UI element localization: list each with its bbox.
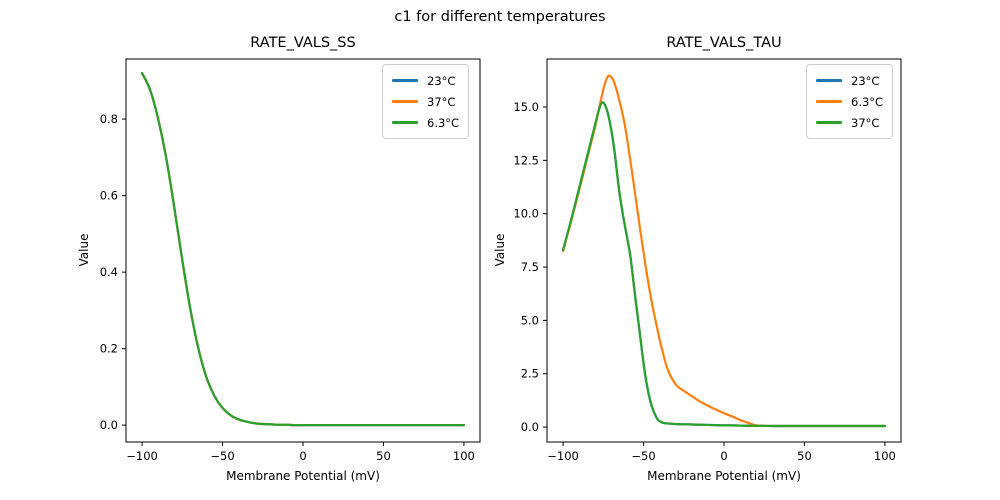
y-tick-label: 12.5 <box>513 153 539 167</box>
x-axis-label-ss: Membrane Potential (mV) <box>226 469 380 483</box>
legend-label: 37°C <box>427 94 456 109</box>
legend-line-swatch <box>816 100 842 103</box>
legend-ss: 23°C 37°C 6.3°C <box>382 64 470 139</box>
y-axis-label-tau: Value <box>493 233 507 267</box>
y-tick-label: 0.4 <box>100 265 118 279</box>
x-tick-label: −100 <box>547 449 579 463</box>
legend-line-swatch <box>392 100 418 103</box>
legend-label: 6.3°C <box>851 94 884 109</box>
x-tick-label: 50 <box>797 449 812 463</box>
x-tick-label: −50 <box>631 449 655 463</box>
y-tick-label: 0.0 <box>100 418 118 432</box>
legend-label: 6.3°C <box>427 115 460 130</box>
legend-item: 37°C <box>816 112 883 133</box>
y-tick-label: 0.6 <box>100 189 118 203</box>
y-tick-label: 2.5 <box>521 367 539 381</box>
x-tick-label: 100 <box>453 449 475 463</box>
y-tick-label: 7.5 <box>521 260 539 274</box>
y-tick-label: 0.2 <box>100 342 118 356</box>
series-line-6.3°C <box>140 72 466 427</box>
y-tick-label: 15.0 <box>513 100 539 114</box>
subplot-title-tau: RATE_VALS_TAU <box>666 35 782 51</box>
x-tick-label: 50 <box>376 449 391 463</box>
y-tick-label: 0.8 <box>100 112 118 126</box>
legend-tau: 23°C 6.3°C 37°C <box>806 64 894 139</box>
legend-item: 6.3°C <box>816 91 883 112</box>
x-axis-label-tau: Membrane Potential (mV) <box>647 469 801 483</box>
subplot-title-ss: RATE_VALS_SS <box>250 35 356 51</box>
legend-line-swatch <box>816 121 842 124</box>
series-line-37°C <box>561 101 887 428</box>
legend-item: 6.3°C <box>392 112 459 133</box>
legend-line-swatch <box>816 79 842 82</box>
x-tick-label: −100 <box>126 449 158 463</box>
legend-item: 23°C <box>392 70 459 91</box>
legend-label: 23°C <box>851 73 880 88</box>
figure-title: c1 for different temperatures <box>394 9 606 25</box>
y-tick-label: 5.0 <box>521 313 539 327</box>
y-tick-label: 0.0 <box>521 420 539 434</box>
x-tick-label: 0 <box>720 449 727 463</box>
x-tick-label: 0 <box>299 449 306 463</box>
legend-item: 37°C <box>392 91 459 112</box>
legend-item: 23°C <box>816 70 883 91</box>
legend-label: 37°C <box>851 115 880 130</box>
x-tick-label: −50 <box>210 449 234 463</box>
y-axis-label-ss: Value <box>77 233 91 267</box>
x-tick-label: 100 <box>874 449 896 463</box>
legend-label: 23°C <box>427 73 456 88</box>
y-tick-label: 10.0 <box>513 207 539 221</box>
legend-line-swatch <box>392 79 418 82</box>
legend-line-swatch <box>392 121 418 124</box>
